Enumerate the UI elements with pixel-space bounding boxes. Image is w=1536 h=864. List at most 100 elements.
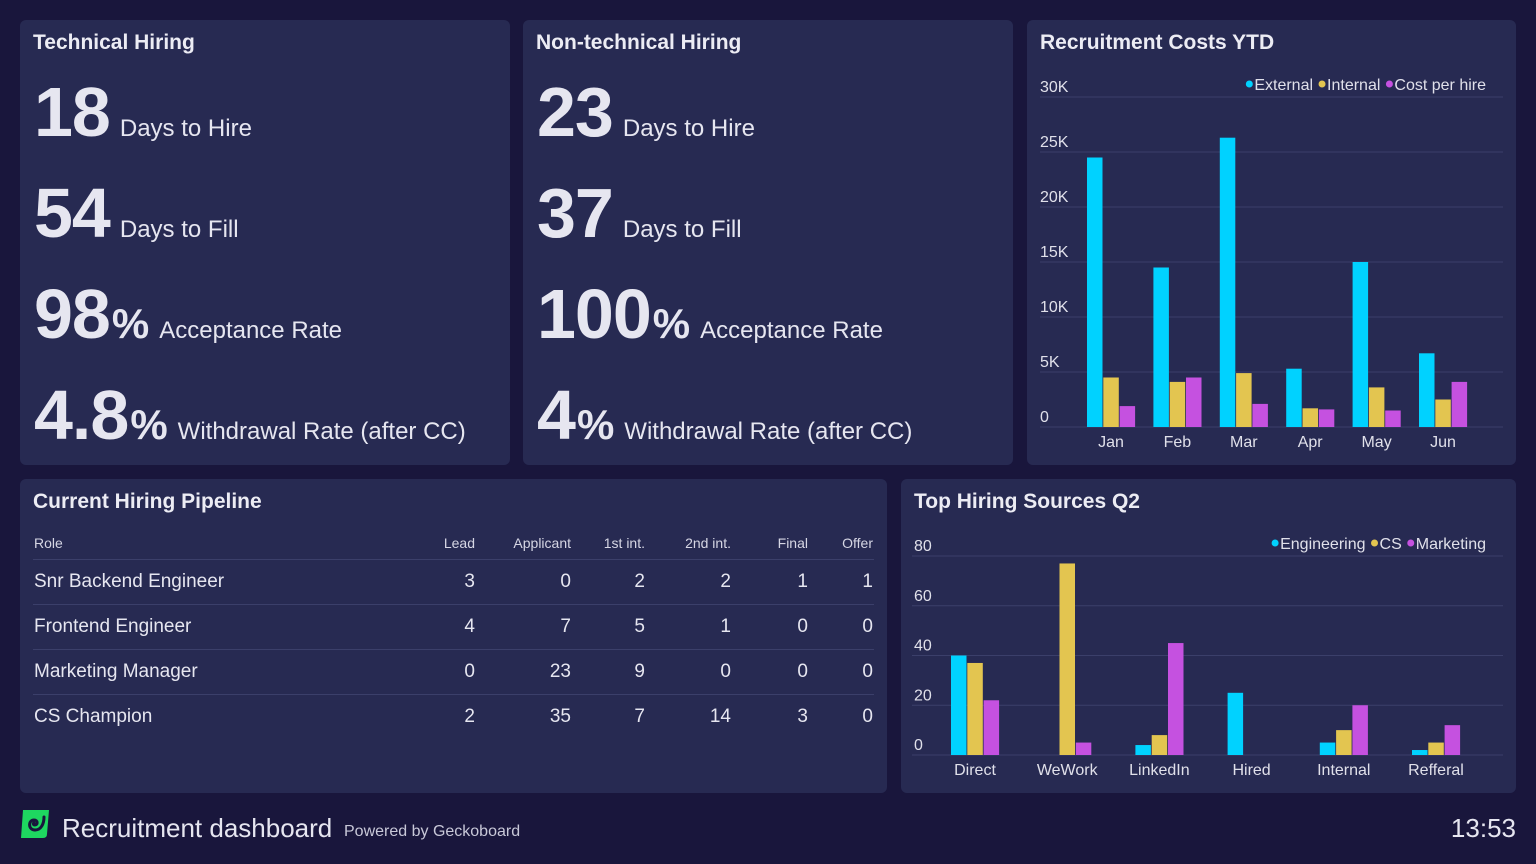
kpi-days-to-hire: 23 Days to Hire xyxy=(537,72,755,152)
y-tick-label: 80 xyxy=(914,538,932,555)
role-cell: Marketing Manager xyxy=(33,649,410,695)
kpi-label: Days to Hire xyxy=(119,115,252,142)
count-cell: 2 xyxy=(464,706,475,727)
kpi-label: Days to Fill xyxy=(622,216,742,243)
panel-title: Technical Hiring xyxy=(33,31,195,54)
legend-label: External xyxy=(1254,77,1313,94)
bar-internal xyxy=(1103,377,1119,427)
kpi-label: Acceptance Rate xyxy=(700,317,883,344)
y-tick-label: 0 xyxy=(914,737,923,754)
bar-cost-per-hire xyxy=(1385,410,1401,427)
bar-internal xyxy=(1435,399,1451,427)
y-tick-label: 20K xyxy=(1040,189,1069,206)
count-cell: 0 xyxy=(732,604,809,650)
bar-marketing xyxy=(1352,705,1368,755)
bar-cs xyxy=(1059,563,1075,755)
role-cell: Frontend Engineer xyxy=(33,604,410,650)
kpi-value: 100 xyxy=(537,275,652,353)
kpi-unit: % xyxy=(130,401,168,448)
bar-engineering xyxy=(1412,750,1428,755)
count-cell: 0 xyxy=(646,649,732,695)
kpi-unit: % xyxy=(111,300,150,347)
count-cell: 3 xyxy=(410,559,476,605)
bar-cs xyxy=(1428,742,1444,755)
kpi-withdrawal-rate-after-cc: 4% Withdrawal Rate (after CC) xyxy=(537,375,912,455)
bar-cost-per-hire xyxy=(1318,409,1335,427)
panel-title: Top Hiring Sources Q2 xyxy=(914,490,1140,513)
y-tick-label: 15K xyxy=(1040,244,1069,261)
column-header[interactable]: Offer xyxy=(809,527,874,560)
bar-external xyxy=(1087,157,1103,427)
column-header[interactable]: Role xyxy=(33,527,410,560)
kpi-unit: % xyxy=(652,300,691,347)
legend-label: Marketing xyxy=(1416,536,1486,553)
count-cell: 1 xyxy=(646,604,732,650)
x-tick-label: WeWork xyxy=(1037,762,1099,779)
count-cell: 3 xyxy=(797,706,808,727)
count-cell: 9 xyxy=(572,649,646,695)
count-cell: 0 xyxy=(862,706,873,727)
count-cell: 0 xyxy=(476,559,572,605)
bar-marketing xyxy=(983,700,1000,755)
bar-marketing xyxy=(1168,643,1184,755)
column-header[interactable]: 2nd int. xyxy=(646,527,732,560)
bar-external xyxy=(1153,267,1169,427)
kpi-value: 4 xyxy=(537,376,576,454)
kpi-acceptance-rate: 98% Acceptance Rate xyxy=(34,274,342,354)
bar-cs xyxy=(1336,730,1352,755)
column-header[interactable]: 1st int. xyxy=(572,527,646,560)
legend-dot-icon xyxy=(1407,539,1415,547)
legend-dot-icon xyxy=(1245,80,1253,88)
count-cell: 2 xyxy=(572,559,646,605)
bar-engineering xyxy=(1227,692,1244,755)
count-cell: 2 xyxy=(646,559,732,605)
panel-title: Current Hiring Pipeline xyxy=(33,490,262,513)
powered-by: Powered by Geckoboard xyxy=(344,823,521,840)
count-cell: 0 xyxy=(732,649,809,695)
hiring-sources-panel: Top Hiring Sources Q2 xyxy=(901,479,1516,793)
count-cell: 0 xyxy=(809,649,874,695)
count-cell: 23 xyxy=(476,649,572,695)
clock: 13:53 xyxy=(1450,813,1516,843)
legend-label: CS xyxy=(1380,536,1402,553)
count-cell: 14 xyxy=(709,706,731,727)
x-tick-label: Jun xyxy=(1430,434,1456,451)
bar-engineering xyxy=(1135,745,1151,755)
legend-dot-icon xyxy=(1371,539,1379,547)
x-tick-label: Hired xyxy=(1232,762,1270,779)
bar-cost-per-hire xyxy=(1186,377,1202,427)
kpi-label: Acceptance Rate xyxy=(159,317,343,344)
bar-cost-per-hire xyxy=(1451,381,1468,427)
pipeline-table: Role Lead Applicant 1st int. 2nd int. Final Of… xyxy=(33,527,874,739)
kpi-label: Withdrawal Rate (after CC) xyxy=(624,418,913,445)
count-cell: 1 xyxy=(732,559,809,605)
legend-label: Cost per hire xyxy=(1394,77,1486,94)
kpi-withdrawal-rate-after-cc: 4.8% Withdrawal Rate (after CC) xyxy=(34,375,466,455)
kpi-value: 37 xyxy=(537,174,614,252)
count-cell: 0 xyxy=(410,649,476,695)
geckoboard-logo-icon xyxy=(21,810,49,838)
y-tick-label: 5K xyxy=(1040,354,1060,371)
bar-internal xyxy=(1368,387,1385,427)
x-tick-label: Jan xyxy=(1098,434,1124,451)
column-header[interactable]: Applicant xyxy=(476,527,572,560)
kpi-days-to-fill: 54 Days to Fill xyxy=(34,173,239,253)
kpi-value: 18 xyxy=(34,73,111,151)
x-tick-label: Refferal xyxy=(1408,762,1464,779)
count-cell: 7 xyxy=(634,706,645,727)
bar-external xyxy=(1286,368,1302,427)
count-cell: 7 xyxy=(476,604,572,650)
x-tick-label: Internal xyxy=(1317,762,1370,779)
table-row: CS Champion 2 35 7 14 3 0 xyxy=(33,695,874,740)
x-tick-label: Feb xyxy=(1164,434,1192,451)
y-tick-label: 10K xyxy=(1040,299,1069,316)
legend-dot-icon xyxy=(1318,80,1326,88)
bar-cs xyxy=(1151,735,1168,755)
bar-engineering xyxy=(1319,742,1336,755)
column-header[interactable]: Final xyxy=(732,527,809,560)
column-header[interactable]: Lead xyxy=(410,527,476,560)
kpi-value: 98 xyxy=(34,275,111,353)
hiring-pipeline-panel: Current Hiring Pipeline Role Lead Applican… xyxy=(20,479,887,793)
kpi-days-to-hire: 18 Days to Hire xyxy=(34,72,252,152)
